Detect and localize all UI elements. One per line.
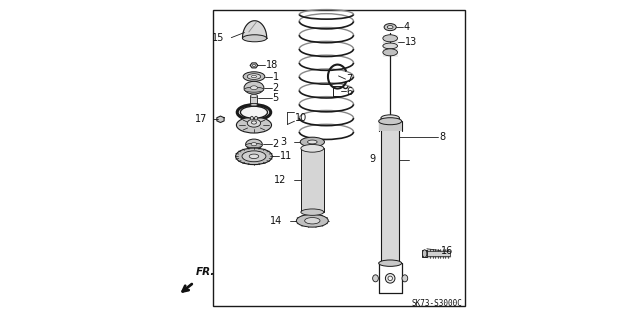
Text: 2: 2: [273, 83, 278, 93]
Ellipse shape: [383, 49, 397, 56]
Polygon shape: [243, 21, 267, 38]
Bar: [381, 118, 399, 263]
Ellipse shape: [250, 94, 257, 98]
Ellipse shape: [383, 43, 397, 49]
Ellipse shape: [385, 274, 395, 283]
Text: 12: 12: [274, 175, 287, 185]
Polygon shape: [250, 63, 258, 68]
Ellipse shape: [249, 154, 259, 159]
Text: 16: 16: [440, 246, 453, 256]
Text: 8: 8: [439, 132, 445, 142]
Ellipse shape: [250, 103, 257, 107]
Bar: [379, 121, 402, 131]
Text: 9: 9: [369, 154, 375, 165]
Ellipse shape: [250, 116, 253, 120]
Ellipse shape: [308, 140, 317, 144]
Ellipse shape: [252, 121, 257, 124]
Text: 11: 11: [280, 151, 292, 161]
Ellipse shape: [379, 118, 402, 125]
Text: SK73-S3000C: SK73-S3000C: [411, 299, 462, 308]
Ellipse shape: [379, 260, 402, 266]
Ellipse shape: [242, 151, 266, 162]
Ellipse shape: [381, 115, 399, 121]
Bar: [250, 96, 257, 105]
Ellipse shape: [387, 26, 393, 29]
Text: 7: 7: [346, 74, 353, 84]
Ellipse shape: [252, 64, 255, 67]
Ellipse shape: [236, 148, 272, 165]
Ellipse shape: [301, 145, 324, 152]
Ellipse shape: [384, 24, 396, 31]
Text: 10: 10: [296, 113, 308, 123]
Text: 5: 5: [273, 93, 278, 103]
Text: 4: 4: [404, 22, 410, 32]
Ellipse shape: [246, 143, 262, 148]
Bar: [301, 148, 324, 212]
Ellipse shape: [244, 81, 264, 94]
Ellipse shape: [247, 74, 260, 79]
Ellipse shape: [251, 143, 257, 146]
Ellipse shape: [372, 275, 378, 282]
Ellipse shape: [301, 209, 324, 215]
Ellipse shape: [252, 76, 257, 78]
Ellipse shape: [296, 214, 328, 227]
Ellipse shape: [244, 87, 264, 92]
Text: 1: 1: [273, 71, 278, 82]
Ellipse shape: [388, 276, 392, 281]
Text: 14: 14: [271, 216, 283, 226]
Ellipse shape: [300, 137, 324, 147]
Text: 3: 3: [280, 137, 287, 147]
Bar: [422, 250, 427, 257]
Text: FR.: FR.: [196, 267, 215, 277]
Ellipse shape: [243, 72, 265, 81]
Ellipse shape: [241, 106, 268, 118]
Polygon shape: [217, 116, 224, 122]
Ellipse shape: [243, 35, 267, 42]
Ellipse shape: [422, 250, 427, 257]
Text: 18: 18: [266, 60, 278, 70]
Ellipse shape: [247, 119, 260, 127]
Ellipse shape: [402, 275, 408, 282]
Text: 17: 17: [195, 114, 208, 124]
Ellipse shape: [255, 116, 257, 120]
Text: 6: 6: [346, 87, 353, 97]
Ellipse shape: [383, 35, 397, 42]
Ellipse shape: [250, 86, 257, 90]
Text: 2: 2: [273, 139, 278, 149]
Ellipse shape: [305, 218, 320, 224]
Ellipse shape: [246, 139, 262, 149]
Ellipse shape: [236, 117, 271, 133]
Bar: [427, 251, 450, 256]
Text: 15: 15: [212, 33, 224, 43]
Text: 13: 13: [404, 37, 417, 47]
